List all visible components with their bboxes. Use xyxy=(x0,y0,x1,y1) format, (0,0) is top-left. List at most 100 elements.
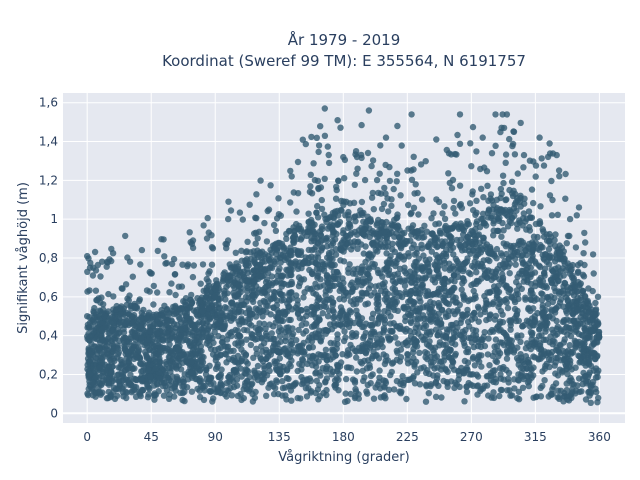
data-point xyxy=(456,202,463,209)
data-point xyxy=(506,260,513,267)
data-point xyxy=(164,337,171,344)
data-point xyxy=(568,381,576,388)
data-point xyxy=(259,289,266,297)
data-point xyxy=(473,197,480,204)
data-point xyxy=(252,240,259,247)
data-point xyxy=(321,175,328,182)
data-point xyxy=(478,215,485,223)
x-tick-label: 360 xyxy=(588,430,611,444)
data-point xyxy=(560,398,567,405)
data-point xyxy=(305,210,312,217)
data-point xyxy=(389,328,396,335)
data-point xyxy=(496,392,503,400)
data-point xyxy=(500,179,507,187)
data-point xyxy=(435,303,443,311)
data-point xyxy=(568,348,575,356)
data-point xyxy=(382,134,390,141)
data-point xyxy=(211,293,218,300)
data-point xyxy=(373,300,380,307)
data-point xyxy=(373,221,380,229)
data-point xyxy=(481,305,488,313)
data-point xyxy=(484,351,492,358)
data-point xyxy=(408,225,415,232)
data-point xyxy=(572,364,579,371)
data-point xyxy=(152,365,159,372)
data-point xyxy=(240,326,248,334)
data-point xyxy=(422,369,430,377)
data-point xyxy=(439,210,446,217)
data-point xyxy=(200,324,208,331)
data-point xyxy=(448,185,456,192)
data-point xyxy=(510,187,517,194)
data-point xyxy=(119,285,126,292)
data-point xyxy=(85,391,92,399)
data-point xyxy=(191,322,199,329)
data-point xyxy=(557,250,564,257)
data-point xyxy=(479,210,487,217)
data-point xyxy=(295,251,302,258)
data-point xyxy=(212,365,220,373)
data-point xyxy=(257,308,264,316)
data-point xyxy=(575,306,582,313)
data-point xyxy=(355,313,362,320)
data-point xyxy=(420,233,428,241)
data-point xyxy=(586,369,593,376)
data-point xyxy=(266,381,274,388)
data-point xyxy=(592,365,600,372)
data-point xyxy=(265,206,273,213)
data-point xyxy=(374,344,381,351)
data-point xyxy=(318,265,325,273)
data-point xyxy=(227,299,235,307)
data-point xyxy=(412,258,419,266)
data-point xyxy=(86,370,94,378)
data-point xyxy=(295,283,303,290)
data-point xyxy=(218,366,225,373)
data-point xyxy=(445,354,453,361)
data-point xyxy=(98,356,106,363)
data-point xyxy=(454,308,461,315)
data-point xyxy=(150,301,157,308)
data-point xyxy=(468,163,475,170)
data-point xyxy=(138,334,145,342)
data-point xyxy=(92,373,100,381)
data-point xyxy=(477,387,484,394)
data-point xyxy=(311,234,318,242)
data-point xyxy=(181,331,188,339)
data-point xyxy=(287,199,294,206)
data-point xyxy=(163,330,170,337)
data-point xyxy=(250,354,257,361)
data-point xyxy=(108,314,116,321)
data-point xyxy=(478,363,485,370)
data-point xyxy=(485,335,492,342)
data-point xyxy=(548,177,555,185)
data-point xyxy=(136,296,143,303)
data-point xyxy=(517,119,524,127)
data-point xyxy=(198,347,205,355)
data-point xyxy=(380,351,387,358)
data-point xyxy=(132,384,140,391)
data-point xyxy=(365,107,373,114)
data-point xyxy=(146,346,154,354)
data-point xyxy=(457,242,464,249)
data-point xyxy=(381,360,389,368)
data-point xyxy=(541,256,548,263)
data-point xyxy=(410,354,417,362)
y-tick-label: 1,4 xyxy=(39,135,58,149)
data-point xyxy=(375,244,383,251)
data-point xyxy=(417,305,424,312)
data-point xyxy=(580,359,587,366)
data-point xyxy=(457,319,464,327)
data-point xyxy=(137,261,144,268)
data-point xyxy=(251,252,258,259)
data-point xyxy=(364,149,372,157)
data-point xyxy=(507,319,514,326)
data-point xyxy=(394,222,401,229)
data-point xyxy=(317,338,324,345)
data-point xyxy=(294,265,302,272)
data-point xyxy=(460,291,467,298)
data-point xyxy=(503,355,511,362)
data-point xyxy=(529,290,536,297)
data-point xyxy=(382,243,389,251)
data-point xyxy=(145,391,152,398)
data-point xyxy=(497,375,505,382)
